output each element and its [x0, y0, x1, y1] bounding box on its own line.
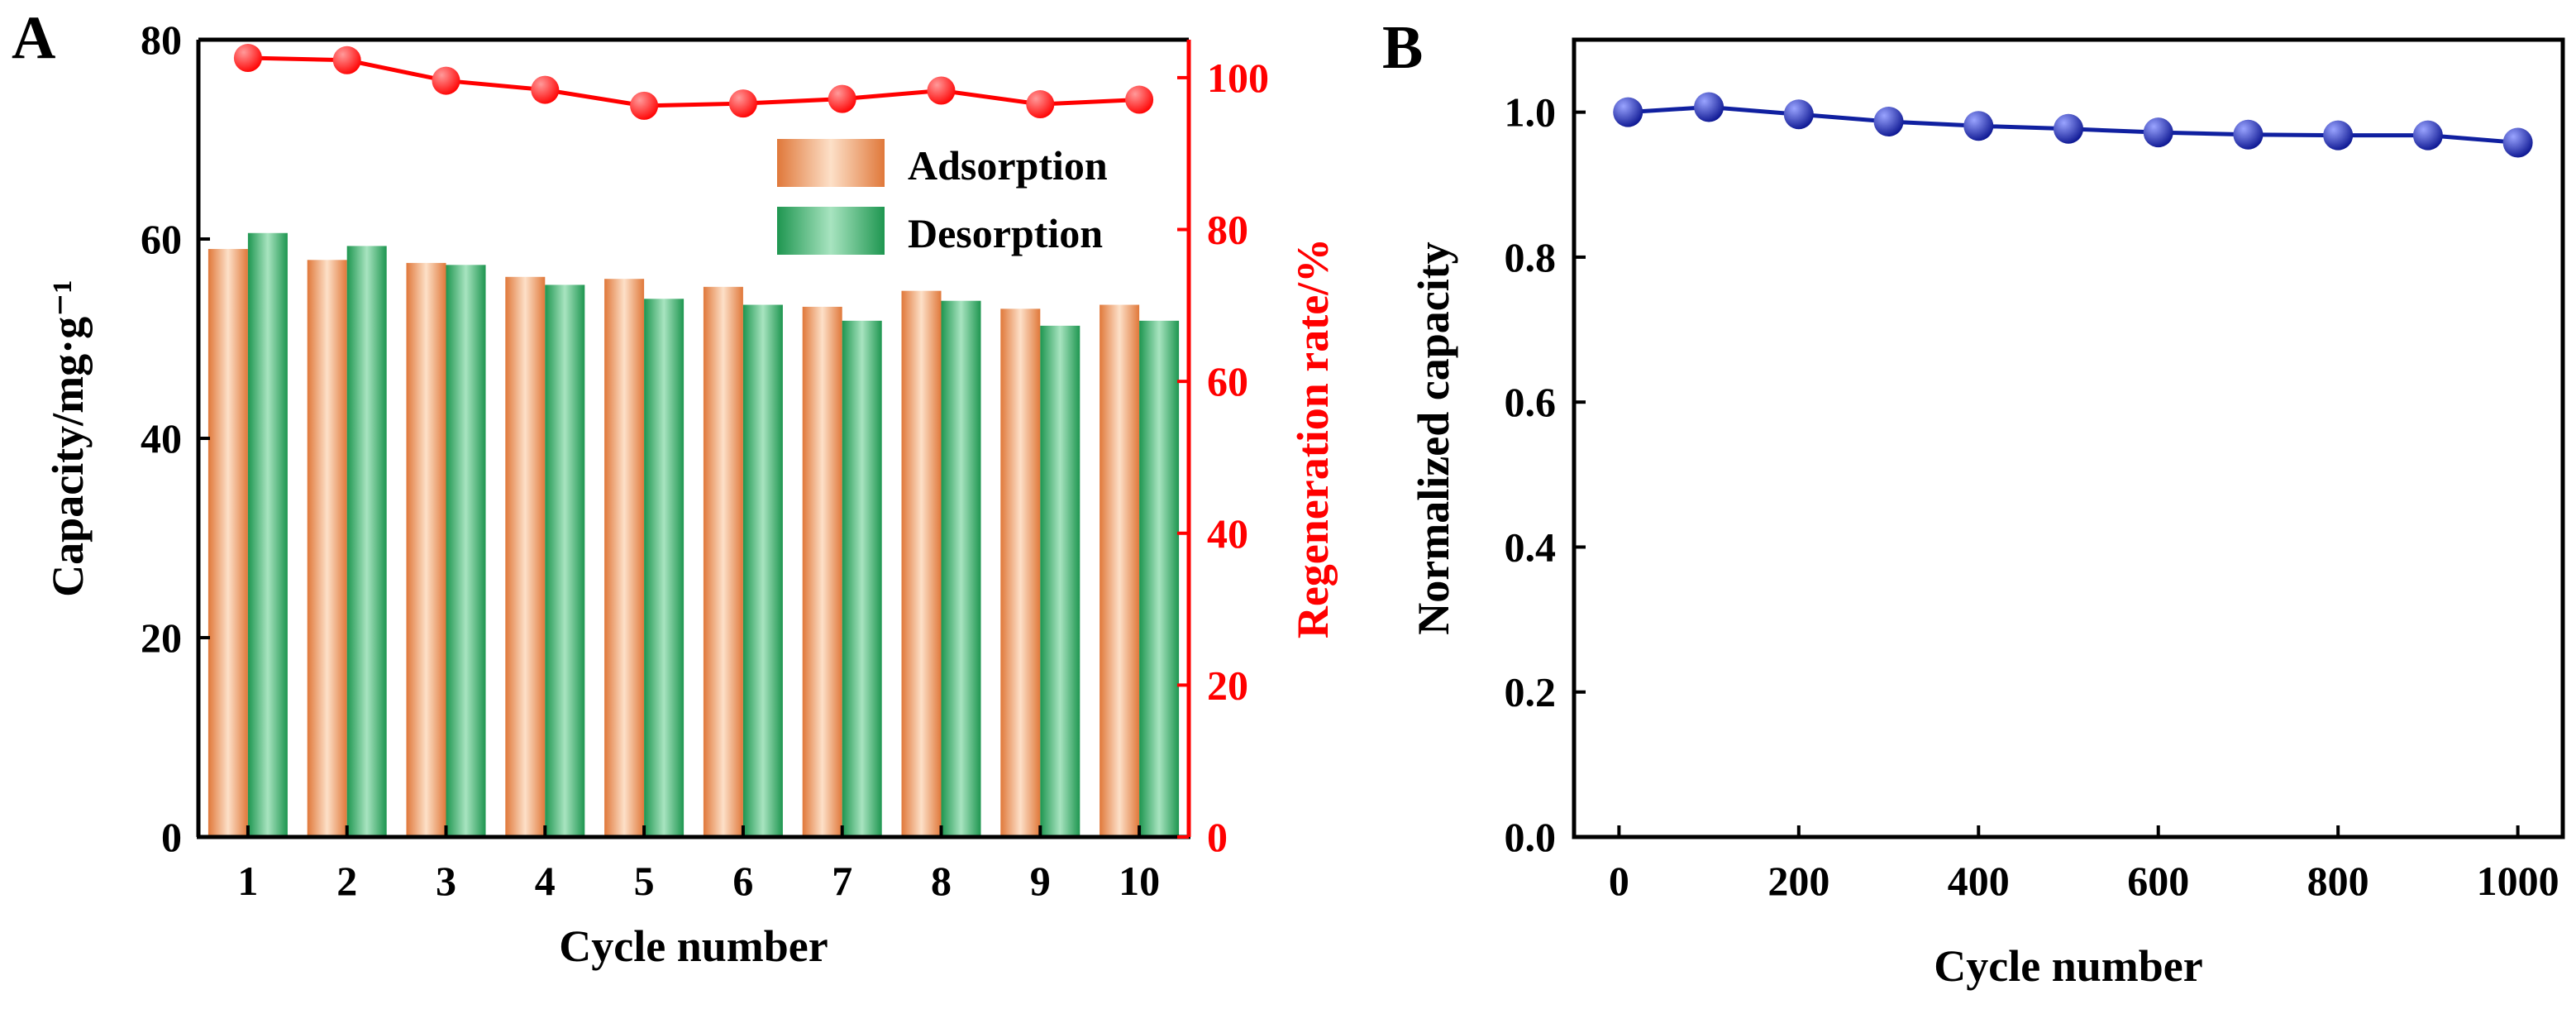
- regeneration-point: [828, 84, 856, 113]
- y2-tick-label: 80: [1207, 207, 1248, 253]
- x-tick-label: 4: [535, 858, 556, 904]
- y2-tick-label: 20: [1207, 662, 1248, 708]
- x-tick-label: 9: [1030, 858, 1051, 904]
- normalized-capacity-point: [2143, 117, 2173, 148]
- y2-tick-label: 60: [1207, 358, 1248, 404]
- y-tick-label: 0.6: [1505, 379, 1557, 425]
- chart-a-bars: [208, 232, 1180, 838]
- normalized-capacity-point: [1694, 92, 1724, 122]
- bar-desorption: [742, 304, 783, 837]
- regeneration-point: [630, 91, 659, 120]
- chart-a: 0 20 40 60 80 0 20 40 60 80 100 1 2 3 4 5 6 7 8 9 10 Adsorpt…: [43, 17, 1338, 971]
- bar-desorption: [644, 299, 685, 837]
- x-tick-label: 1: [237, 858, 258, 904]
- x-tick-label: 6: [732, 858, 753, 904]
- x-tick-label: 200: [1767, 858, 1829, 904]
- normalized-capacity-point: [1783, 99, 1814, 130]
- bar-adsorption: [406, 262, 446, 837]
- chart-a-y-axis-label: Capacity/mg·g⁻¹: [43, 280, 93, 597]
- panel-label-b: B: [1382, 14, 1423, 82]
- chart-a-y2-axis-label: Regeneration rate/%: [1288, 238, 1338, 638]
- y-tick-label: 0: [161, 814, 182, 860]
- bar-adsorption: [604, 279, 645, 837]
- y-tick-label: 0.4: [1505, 524, 1557, 570]
- bar-desorption: [1040, 325, 1080, 838]
- bar-adsorption: [1100, 304, 1140, 837]
- y2-tick-label: 40: [1207, 510, 1248, 557]
- x-tick-label: 7: [832, 858, 852, 904]
- regeneration-point: [332, 45, 361, 74]
- y-tick-label: 60: [141, 216, 182, 262]
- regeneration-point: [927, 76, 956, 105]
- chart-a-x-axis-label: Cycle number: [559, 921, 828, 971]
- chart-b-y-axis-label: Normalized capacity: [1409, 241, 1458, 634]
- regeneration-point: [1125, 85, 1154, 114]
- plot-frame: [1572, 37, 2565, 839]
- x-tick-label: 800: [2307, 858, 2369, 904]
- chart-b-axes: [1572, 37, 2565, 839]
- regeneration-point: [432, 66, 460, 95]
- bar-desorption: [941, 300, 981, 838]
- y2-tick-label: 0: [1207, 814, 1228, 860]
- regeneration-point: [728, 89, 757, 118]
- bar-adsorption: [802, 306, 842, 837]
- legend-swatch-desorption: [777, 207, 885, 255]
- normalized-capacity-point: [2502, 127, 2533, 158]
- bar-adsorption: [505, 276, 546, 837]
- regeneration-point: [1026, 90, 1055, 119]
- y-tick-label: 1.0: [1505, 89, 1557, 136]
- chart-b-x-axis-label: Cycle number: [1934, 941, 2202, 991]
- chart-b: 0.0 0.2 0.4 0.6 0.8 1.0 0 200 400 600 800 1000 Cycl…: [1409, 37, 2565, 991]
- y-tick-label: 0.8: [1505, 234, 1557, 280]
- x-tick-label: 1000: [2477, 858, 2559, 904]
- x-tick-label: 5: [634, 858, 655, 904]
- y-tick-label: 0.0: [1505, 814, 1557, 860]
- x-tick-label: 8: [931, 858, 952, 904]
- bar-desorption: [247, 232, 288, 837]
- y-tick-label: 40: [141, 415, 182, 461]
- bar-desorption: [545, 285, 585, 837]
- bar-desorption: [446, 265, 486, 838]
- regeneration-line: [247, 55, 1140, 108]
- y-tick-label: 0.2: [1505, 669, 1557, 715]
- normalized-capacity-point: [1873, 107, 1904, 137]
- y-tick-label: 80: [141, 17, 182, 63]
- x-tick-label: 600: [2127, 858, 2189, 904]
- x-tick-label: 400: [1948, 858, 2010, 904]
- x-tick-label: 0: [1609, 858, 1629, 904]
- y2-tick-label: 100: [1207, 55, 1269, 101]
- normalized-capacity-point: [1613, 97, 1643, 127]
- legend-label-adsorption: Adsorption: [908, 142, 1108, 189]
- normalized-capacity-point: [2054, 113, 2083, 144]
- regeneration-point: [531, 75, 560, 104]
- panel-label-a: A: [12, 4, 55, 72]
- bar-adsorption: [901, 290, 942, 837]
- normalized-capacity-point: [2233, 119, 2264, 150]
- bar-adsorption: [208, 249, 248, 837]
- x-tick-label: 10: [1119, 858, 1160, 904]
- normalized-capacity-point: [2412, 120, 2443, 151]
- regeneration-point: [233, 44, 262, 73]
- normalized-capacity-point: [1963, 111, 1994, 141]
- bar-desorption: [842, 320, 882, 837]
- bar-adsorption: [1000, 308, 1041, 838]
- chart-b-ticks: 0.0 0.2 0.4 0.6 0.8 1.0 0 200 400 600 800 1000: [1505, 89, 2559, 904]
- chart-a-regeneration-line: [233, 44, 1154, 120]
- chart-b-line: [1613, 92, 2533, 158]
- legend-swatch-adsorption: [777, 139, 885, 187]
- chart-a-legend: Adsorption Desorption: [777, 139, 1108, 256]
- bar-desorption: [346, 246, 387, 837]
- y-tick-label: 20: [141, 614, 182, 661]
- x-tick-label: 2: [336, 858, 357, 904]
- bar-desorption: [1139, 320, 1180, 837]
- bar-adsorption: [307, 260, 347, 837]
- legend-label-desorption: Desorption: [908, 210, 1103, 256]
- normalized-capacity-point: [2323, 120, 2354, 151]
- x-tick-label: 3: [436, 858, 456, 904]
- bar-adsorption: [703, 286, 743, 838]
- chart-a-ticks: 0 20 40 60 80 0 20 40 60 80 100 1 2 3 4 5 6 7 8 9 10: [141, 17, 1269, 904]
